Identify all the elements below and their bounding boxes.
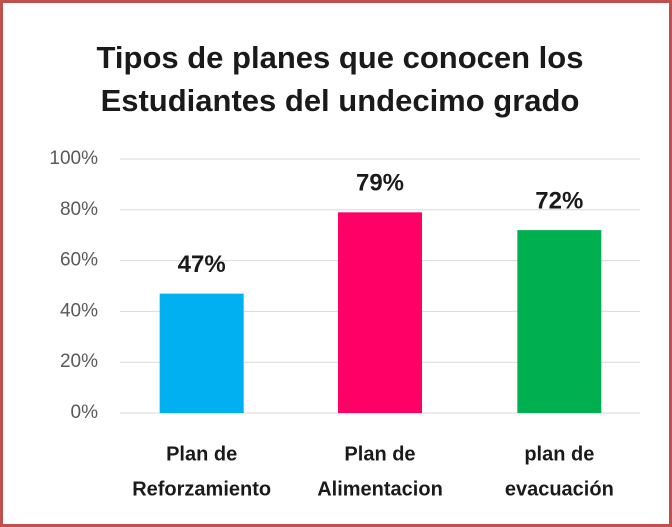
value-label: 47% <box>178 251 226 278</box>
y-tick-label: 100% <box>49 148 98 169</box>
value-label: 72% <box>535 187 583 214</box>
bar <box>159 293 244 413</box>
x-tick-label: Plan de <box>344 443 415 465</box>
x-tick-label: Plan de <box>166 443 237 465</box>
y-tick-label: 20% <box>60 351 98 372</box>
y-tick-label: 0% <box>71 402 99 423</box>
chart-title: Tipos de planes que conocen los <box>97 40 584 75</box>
x-tick-label: evacuación <box>505 478 614 500</box>
x-tick-label: Alimentacion <box>317 478 443 500</box>
x-tick-label: plan de <box>524 443 594 465</box>
y-tick-label: 80% <box>60 199 98 220</box>
bar <box>338 212 422 413</box>
value-label: 79% <box>356 170 404 197</box>
y-tick-label: 60% <box>60 250 98 271</box>
chart-title: Estudiantes del undecimo grado <box>101 83 580 118</box>
x-tick-label: Reforzamiento <box>132 478 271 500</box>
y-tick-label: 40% <box>60 300 98 321</box>
bar <box>517 230 602 413</box>
